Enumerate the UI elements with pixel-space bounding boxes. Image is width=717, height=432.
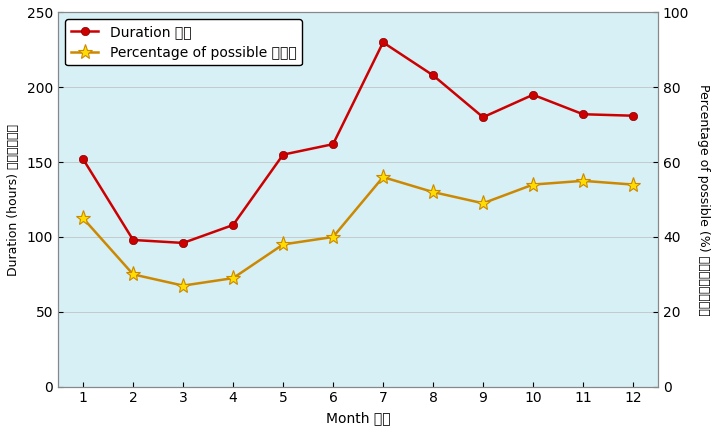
Line: Duration 時間: Duration 時間	[79, 38, 637, 247]
Percentage of possible 百分比	[579, 178, 587, 184]
Duration 時間	[329, 142, 338, 147]
Duration 時間	[279, 152, 288, 157]
Percentage of possible 百分比	[379, 175, 387, 180]
Percentage of possible 百分比	[528, 182, 537, 187]
Duration 時間	[79, 156, 87, 162]
Percentage of possible 百分比	[179, 283, 187, 288]
Duration 時間	[129, 237, 138, 242]
Percentage of possible 百分比	[329, 235, 338, 240]
Percentage of possible 百分比	[429, 190, 437, 195]
Duration 時間	[179, 240, 187, 245]
Duration 時間	[629, 113, 637, 118]
Legend: Duration 時間, Percentage of possible 百分比: Duration 時間, Percentage of possible 百分比	[65, 19, 302, 65]
Y-axis label: Duration (hours) 時間（小時）: Duration (hours) 時間（小時）	[7, 124, 20, 276]
Duration 時間	[579, 111, 587, 117]
Line: Percentage of possible 百分比: Percentage of possible 百分比	[75, 169, 640, 293]
Percentage of possible 百分比	[79, 216, 87, 221]
Duration 時間	[229, 222, 237, 228]
X-axis label: Month 月份: Month 月份	[326, 411, 390, 425]
Duration 時間	[379, 40, 387, 45]
Duration 時間	[528, 92, 537, 97]
Duration 時間	[429, 73, 437, 78]
Duration 時間	[479, 114, 488, 120]
Percentage of possible 百分比	[479, 201, 488, 206]
Percentage of possible 百分比	[629, 182, 637, 187]
Percentage of possible 百分比	[279, 242, 288, 247]
Percentage of possible 百分比	[229, 276, 237, 281]
Y-axis label: Percentage of possible (%) 日照百分比（％）: Percentage of possible (%) 日照百分比（％）	[697, 84, 710, 315]
Percentage of possible 百分比	[129, 272, 138, 277]
